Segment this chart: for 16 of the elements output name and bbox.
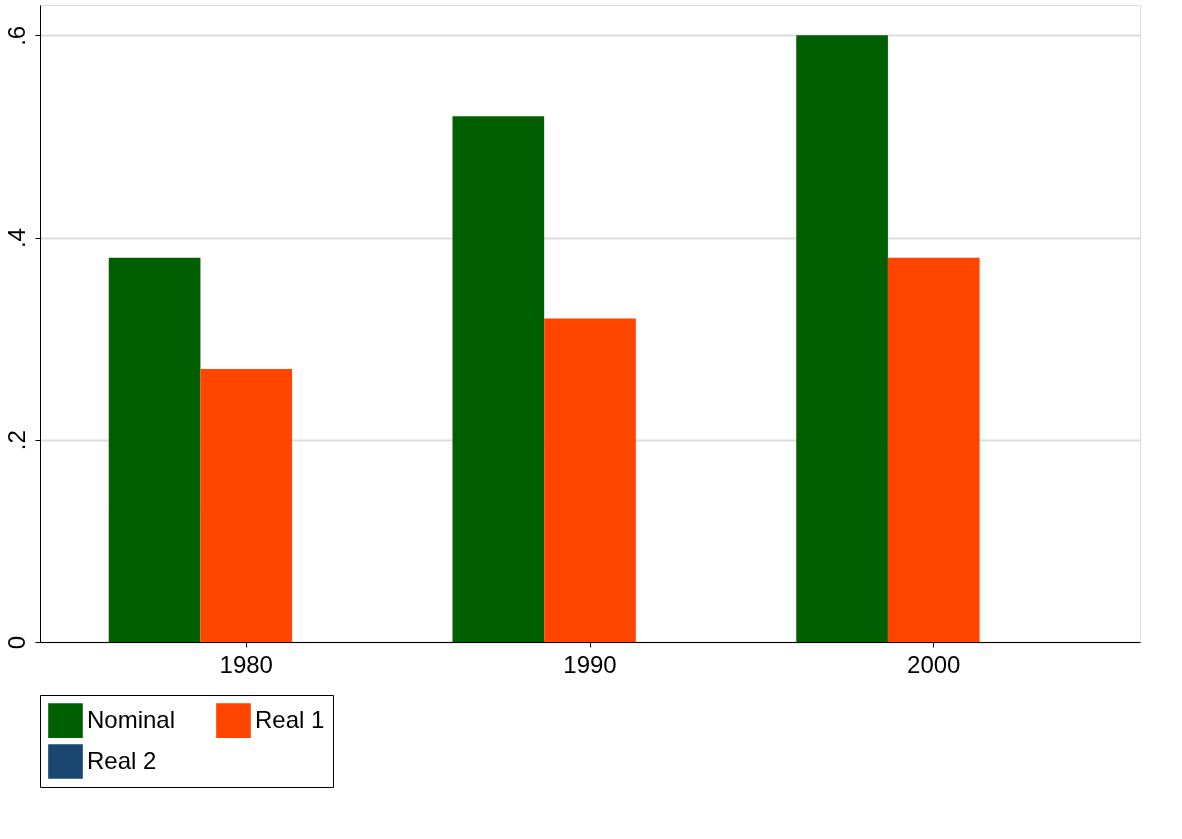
bar xyxy=(108,257,201,642)
bar xyxy=(887,257,980,642)
x-tick-label: 1990 xyxy=(563,650,617,678)
bar xyxy=(796,35,888,642)
bar xyxy=(200,369,293,642)
legend-label: Nominal xyxy=(87,705,176,733)
x-tick-label: 2000 xyxy=(907,650,961,678)
bar xyxy=(452,116,545,642)
y-tick-label: .4 xyxy=(2,228,30,249)
legend-label: Real 2 xyxy=(87,746,157,774)
bar xyxy=(544,318,636,642)
y-tick-label: 0 xyxy=(2,635,30,650)
x-tick-label: 1980 xyxy=(219,650,273,678)
y-tick-label: .6 xyxy=(2,25,30,46)
y-tick-label: .2 xyxy=(2,430,30,451)
legend-label: Real 1 xyxy=(255,705,325,733)
